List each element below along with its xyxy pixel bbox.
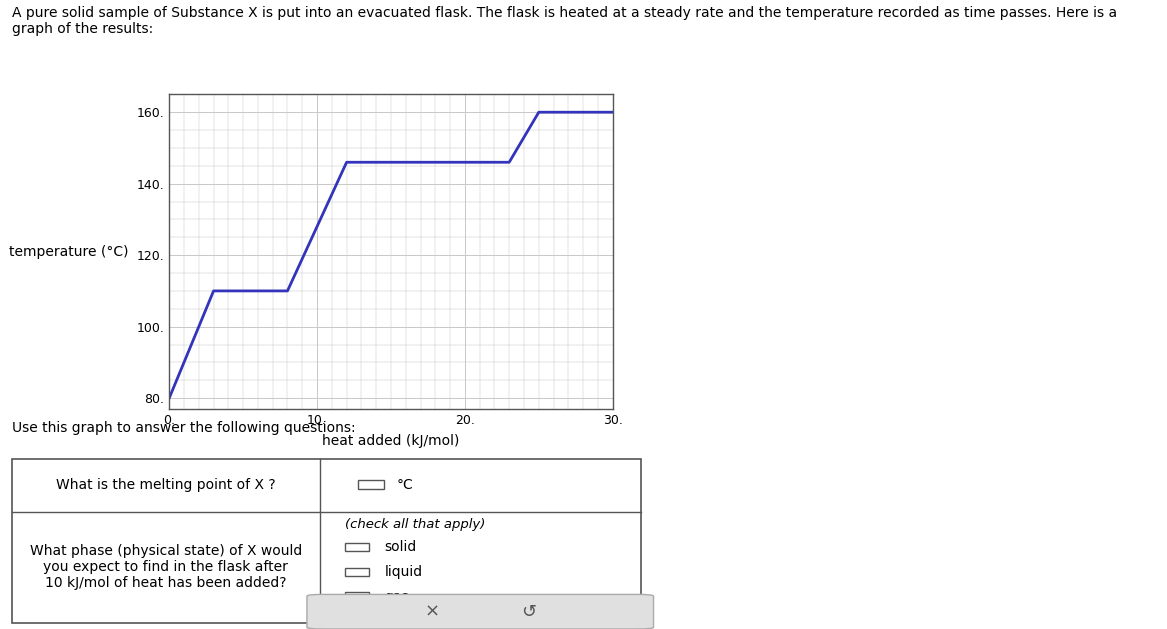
Bar: [345, 593, 369, 600]
X-axis label: heat added (kJ/mol): heat added (kJ/mol): [322, 433, 460, 448]
Text: °C: °C: [397, 478, 413, 493]
FancyBboxPatch shape: [307, 594, 654, 629]
Text: What phase (physical state) of X would
you expect to find in the flask after
10 : What phase (physical state) of X would y…: [29, 544, 302, 590]
Bar: [345, 543, 369, 551]
Text: (check all that apply): (check all that apply): [345, 518, 485, 531]
Text: temperature (°C): temperature (°C): [9, 245, 128, 259]
Text: gas: gas: [385, 589, 410, 604]
Text: Use this graph to answer the following questions:: Use this graph to answer the following q…: [12, 421, 355, 435]
Text: ×: ×: [425, 603, 440, 621]
Text: solid: solid: [385, 540, 417, 555]
Text: A pure solid sample of Substance X is put into an evacuated flask. The flask is : A pure solid sample of Substance X is pu…: [12, 6, 1117, 36]
Text: liquid: liquid: [385, 565, 422, 579]
Text: ↺: ↺: [520, 603, 536, 621]
Bar: [345, 568, 369, 576]
Bar: [358, 480, 384, 489]
Text: What is the melting point of X ?: What is the melting point of X ?: [56, 478, 275, 493]
